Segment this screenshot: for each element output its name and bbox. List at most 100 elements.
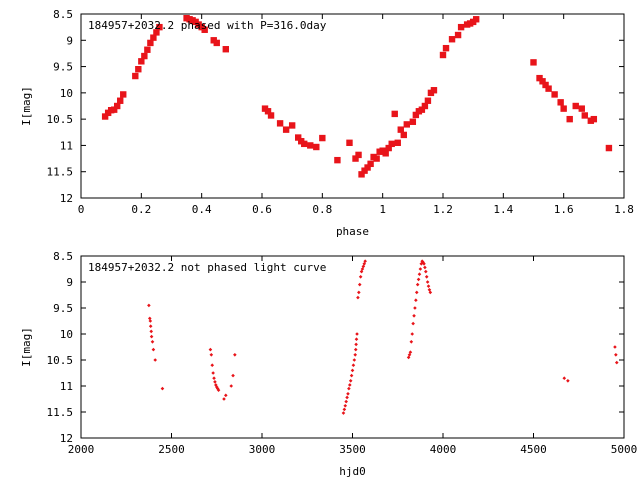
phased-data-point [156, 23, 163, 31]
phased-y-tick-label: 11.5 [47, 166, 74, 179]
phased-data-point [472, 16, 480, 23]
unphased-data-point [416, 277, 421, 282]
unphased-data-point [345, 395, 349, 400]
unphased-data-point [413, 306, 417, 310]
phased-y-tick-label: 11 [60, 139, 73, 152]
unphased-data-point [149, 329, 154, 334]
phased-data-point [313, 143, 320, 151]
phased-data-point [442, 44, 450, 52]
phased-data-point [545, 85, 552, 92]
unphased-data-point [422, 262, 426, 266]
phased-data-point [448, 36, 456, 43]
unphased-data-point [229, 384, 234, 388]
unphased-data-point [347, 386, 351, 391]
unphased-y-tick-label: 10.5 [47, 354, 74, 367]
phased-data-point [138, 58, 145, 65]
unphased-x-tick-label: 2500 [158, 443, 185, 456]
unphased-data-point [153, 358, 158, 362]
unphased-x-tick-label: 3500 [339, 443, 366, 456]
phased-data-point [454, 31, 462, 39]
unphased-data-point [354, 342, 358, 347]
unphased-data-point [423, 265, 427, 270]
unphased-light-curve-panel: 2000 2500 3000 3500 4000 4500 5000 8.5 9 9.5 10 10.… [20, 250, 637, 478]
phased-data-point [397, 126, 404, 133]
unphased-y-tick-label: 10 [60, 328, 73, 341]
phased-data-point [150, 34, 157, 41]
unphased-data-point [214, 383, 218, 387]
phased-data-point [418, 106, 426, 113]
phased-data-point [542, 81, 549, 89]
unphased-data-point [414, 290, 419, 295]
phased-data-point [110, 106, 118, 113]
phased-y-tick-label: 9.5 [53, 61, 73, 74]
phased-data-point [358, 171, 365, 178]
unphased-data-point [414, 298, 418, 302]
unphased-data-point [348, 379, 353, 383]
unphased-data-point [149, 334, 154, 339]
unphased-data-point [426, 284, 431, 288]
phased-data-point [409, 118, 417, 125]
phased-x-tick-label: 0 [78, 203, 85, 216]
unphased-data-point [415, 282, 420, 287]
unphased-y-tick-label: 9 [66, 276, 73, 289]
unphased-data-point [213, 380, 217, 384]
phased-data-point [578, 105, 585, 112]
unphased-data-point [147, 303, 151, 308]
phased-light-curve-panel: 0 0.2 0.4 0.6 0.8 1 1.2 1.4 1.6 1.8 8.5 9 9.5 10 10.5 1… [20, 8, 634, 238]
phased-data-point [307, 142, 314, 149]
phased-data-point [412, 111, 420, 119]
unphased-data-point [209, 353, 214, 357]
phased-x-tick-label: 1.4 [493, 203, 513, 216]
unphased-data-point [148, 319, 153, 323]
unphased-data-point [357, 282, 362, 287]
unphased-data-point [343, 403, 348, 408]
unphased-data-point [147, 316, 152, 321]
unphased-y-axis-label: I[mag] [20, 327, 33, 367]
phased-data-point [424, 97, 432, 104]
unphased-data-point [424, 275, 429, 279]
unphased-y-tick-label: 9.5 [53, 302, 73, 315]
unphased-data-point [411, 321, 415, 326]
phased-data-point [539, 78, 546, 85]
unphased-data-point [233, 353, 237, 357]
unphased-y-tick-label: 11.5 [47, 406, 74, 419]
phased-data-point [457, 23, 465, 31]
phased-data-point [288, 122, 296, 129]
unphased-data-point [151, 347, 156, 352]
unphased-x-axis-label: hjd0 [339, 465, 366, 478]
phased-data-point [400, 131, 407, 139]
phased-data-point [334, 156, 341, 164]
unphased-data-point [212, 376, 216, 380]
phased-data-point [101, 113, 109, 120]
unphased-data-point [341, 411, 346, 415]
phased-data-point [114, 102, 121, 110]
phased-data-point [141, 52, 148, 60]
phased-data-point [560, 105, 567, 112]
unphased-chart-title: 184957+2032.2 not phased light curve [88, 261, 326, 274]
unphased-data-point [148, 324, 153, 328]
phased-y-tick-label: 10 [60, 87, 73, 100]
phased-data-point [430, 87, 438, 94]
unphased-data-point [409, 340, 414, 344]
phased-data-point [120, 91, 127, 98]
phased-data-point [264, 108, 272, 115]
phased-data-point [590, 115, 598, 123]
phased-data-point [364, 164, 371, 171]
unphased-axis-ticks: 2000 2500 3000 3500 4000 4500 5000 8.5 9 9.5 10 10.… [47, 250, 638, 456]
phased-data-point [117, 97, 124, 104]
phased-x-tick-label: 1.2 [433, 203, 453, 216]
phased-data-point [153, 29, 160, 36]
unphased-data-point [354, 337, 359, 341]
phased-x-tick-label: 0.2 [131, 203, 151, 216]
unphased-data-point [361, 264, 366, 269]
unphased-data-point [351, 363, 356, 367]
unphased-data-point [211, 371, 215, 375]
unphased-data-point [614, 353, 618, 357]
phased-x-tick-label: 1 [379, 203, 386, 216]
phased-y-tick-label: 12 [60, 192, 73, 205]
unphased-data-point [349, 373, 354, 378]
unphased-data-points [147, 259, 619, 415]
phased-data-point [572, 102, 579, 110]
phased-data-point [394, 139, 401, 146]
phased-data-point [319, 134, 326, 142]
